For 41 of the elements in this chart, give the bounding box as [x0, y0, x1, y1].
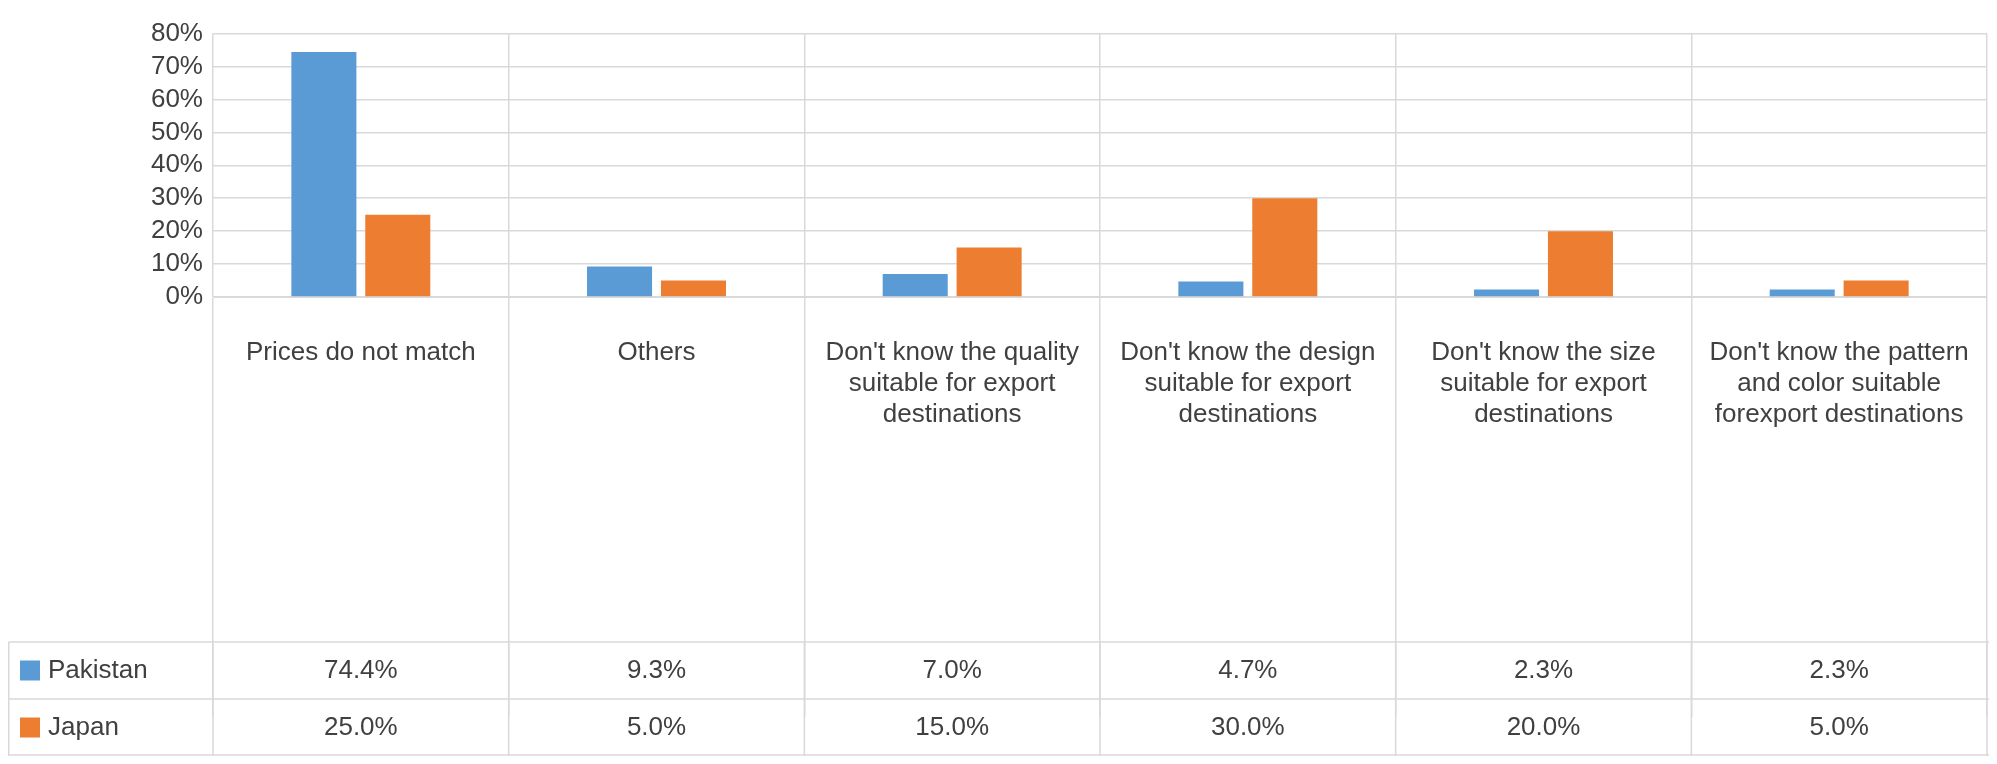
y-tick-label: 70% [150, 49, 203, 80]
bar [1769, 289, 1835, 297]
x-tick-label: Don't know the size suitable for export destinations [1431, 335, 1656, 429]
data-label: 25.0% [323, 710, 398, 741]
data-label: 74.4% [323, 653, 398, 684]
bar [365, 214, 431, 297]
data-label: 15.0% [915, 710, 990, 741]
data-label: 5.0% [626, 710, 687, 741]
bar [1547, 231, 1613, 297]
y-tick-label: 80% [150, 16, 203, 47]
data-label: 30.0% [1210, 710, 1285, 741]
bar [1178, 281, 1244, 297]
y-tick-label: 40% [150, 148, 203, 179]
data-label: 2.3% [1809, 653, 1869, 684]
x-tick-label: Don't know the design suitable for export destinations [1120, 335, 1376, 429]
y-tick-label: 50% [150, 115, 203, 146]
bar [1252, 198, 1318, 297]
bar [291, 52, 357, 297]
y-tick-label: 20% [150, 214, 203, 245]
legend-label: Japan [48, 710, 119, 741]
y-tick-label: 0% [165, 280, 203, 311]
y-tick-label: 10% [150, 247, 203, 278]
x-tick-label: Don't know the quality suitable for export destinations [825, 335, 1079, 429]
x-tick-label: Others [617, 335, 696, 366]
data-label: 7.0% [922, 653, 982, 684]
legend-label: Pakistan [48, 653, 148, 684]
data-label: 2.3% [1513, 653, 1574, 684]
x-tick-label: Don't know the pattern and color suitable forexport destinations [1709, 335, 1969, 429]
x-tick-label: Prices do not match [245, 335, 476, 366]
data-label: 20.0% [1506, 710, 1581, 741]
bar [1843, 280, 1909, 297]
y-tick-label: 60% [150, 82, 203, 113]
bar [882, 273, 948, 297]
data-label: 4.7% [1218, 653, 1278, 684]
bar [1474, 289, 1540, 297]
bar [956, 247, 1022, 297]
data-label: 5.0% [1809, 710, 1869, 741]
data-label: 9.3% [626, 653, 687, 684]
bar [587, 266, 653, 297]
bar [660, 280, 726, 297]
y-tick-label: 30% [150, 181, 203, 212]
